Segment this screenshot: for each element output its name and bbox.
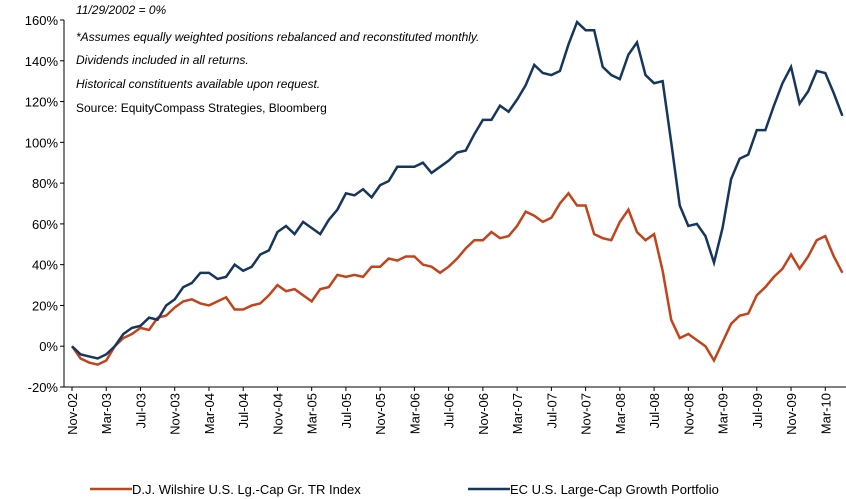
series-line <box>71 19 844 360</box>
x-tick-label: Mar-05 <box>305 393 320 434</box>
x-tick-label: Nov-08 <box>681 393 696 435</box>
x-tick-label: Jul-03 <box>133 393 148 428</box>
x-tick-label: Jul-06 <box>442 393 457 428</box>
legend-label: D.J. Wilshire U.S. Lg.-Cap Gr. TR Index <box>132 482 361 497</box>
x-tick-label: Mar-07 <box>510 393 525 434</box>
x-tick-label: Nov-05 <box>373 393 388 435</box>
x-tick-label: Jul-04 <box>236 393 251 428</box>
x-tick-label: Jul-09 <box>750 393 765 428</box>
x-tick-label: Mar-04 <box>202 393 217 434</box>
x-tick-label: Jul-07 <box>544 393 559 428</box>
legend-label: EC U.S. Large-Cap Growth Portfolio <box>510 482 719 497</box>
x-tick-label: Nov-04 <box>270 393 285 435</box>
x-tick-label: Nov-03 <box>168 393 183 435</box>
x-tick-label: Mar-03 <box>99 393 114 434</box>
note: Historical constituents available upon r… <box>76 77 320 91</box>
series-line <box>70 191 844 366</box>
note: 11/29/2002 = 0% <box>76 3 167 17</box>
x-tick-label: Mar-08 <box>613 393 628 434</box>
y-tick-label: 80% <box>32 176 58 191</box>
y-tick-label: -20% <box>28 380 59 395</box>
x-tick-label: Nov-09 <box>784 393 799 435</box>
x-tick-label: Jul-05 <box>339 393 354 428</box>
x-tick-label: Nov-02 <box>65 393 80 435</box>
x-tick-label: Mar-06 <box>407 393 422 434</box>
x-tick-label: Nov-07 <box>579 393 594 435</box>
x-tick-label: Jul-08 <box>647 393 662 428</box>
y-tick-label: 100% <box>25 135 59 150</box>
note: Dividends included in all returns. <box>76 53 249 67</box>
note: *Assumes equally weighted positions reba… <box>76 30 479 44</box>
x-tick-label: Mar-09 <box>716 393 731 434</box>
y-tick-label: 140% <box>25 54 59 69</box>
y-tick-label: 20% <box>32 298 58 313</box>
y-tick-label: 40% <box>32 258 58 273</box>
y-tick-label: 120% <box>25 95 59 110</box>
y-tick-label: 160% <box>25 13 59 28</box>
source: Source: EquityCompass Strategies, Bloomb… <box>76 101 327 115</box>
y-tick-label: 60% <box>32 217 58 232</box>
x-tick-label: Mar-10 <box>818 393 833 434</box>
x-tick-label: Nov-06 <box>476 393 491 435</box>
y-tick-label: 0% <box>39 339 58 354</box>
